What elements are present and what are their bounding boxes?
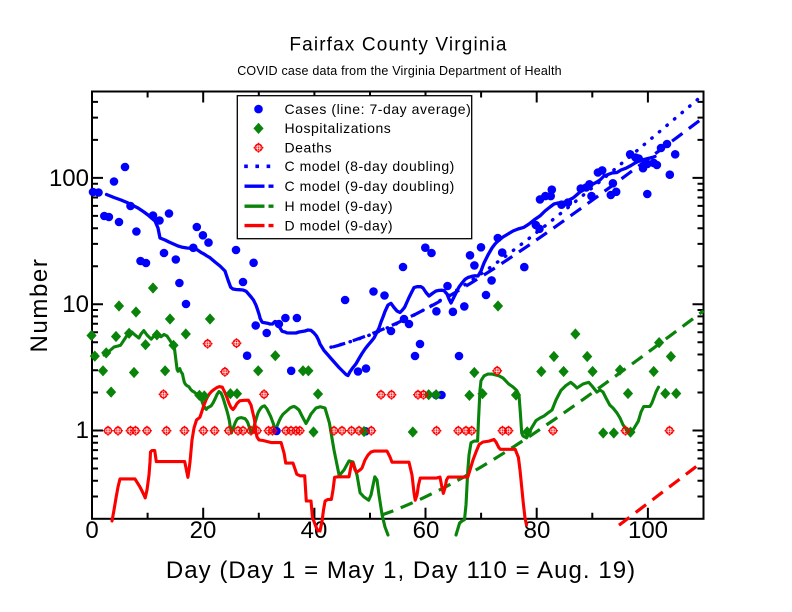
svg-text:80: 80 — [524, 517, 551, 544]
svg-text:H model (9-day): H model (9-day) — [285, 198, 394, 214]
svg-text:100: 100 — [628, 517, 668, 544]
svg-text:20: 20 — [190, 517, 217, 544]
svg-text:60: 60 — [413, 517, 440, 544]
svg-text:0: 0 — [85, 517, 98, 544]
svg-text:Day (Day 1 = May 1, Day 110 =: Day (Day 1 = May 1, Day 110 = Aug. 19) — [166, 557, 636, 584]
svg-text:10: 10 — [62, 291, 89, 318]
svg-text:100: 100 — [49, 165, 89, 192]
svg-text:C model (8-day doubling): C model (8-day doubling) — [285, 158, 455, 174]
svg-text:D model (9-day): D model (9-day) — [285, 217, 394, 233]
svg-text:COVID case data from the Virgi: COVID case data from the Virginia Depart… — [237, 64, 562, 78]
svg-text:Number: Number — [26, 258, 53, 353]
svg-text:C model (9-day doubling): C model (9-day doubling) — [285, 178, 455, 194]
svg-text:Fairfax County Virginia: Fairfax County Virginia — [289, 35, 507, 56]
svg-text:Deaths: Deaths — [285, 140, 333, 156]
svg-text:Hospitalizations: Hospitalizations — [285, 120, 392, 136]
svg-text:1: 1 — [76, 417, 89, 444]
svg-text:Cases (line: 7-day average): Cases (line: 7-day average) — [285, 101, 472, 117]
